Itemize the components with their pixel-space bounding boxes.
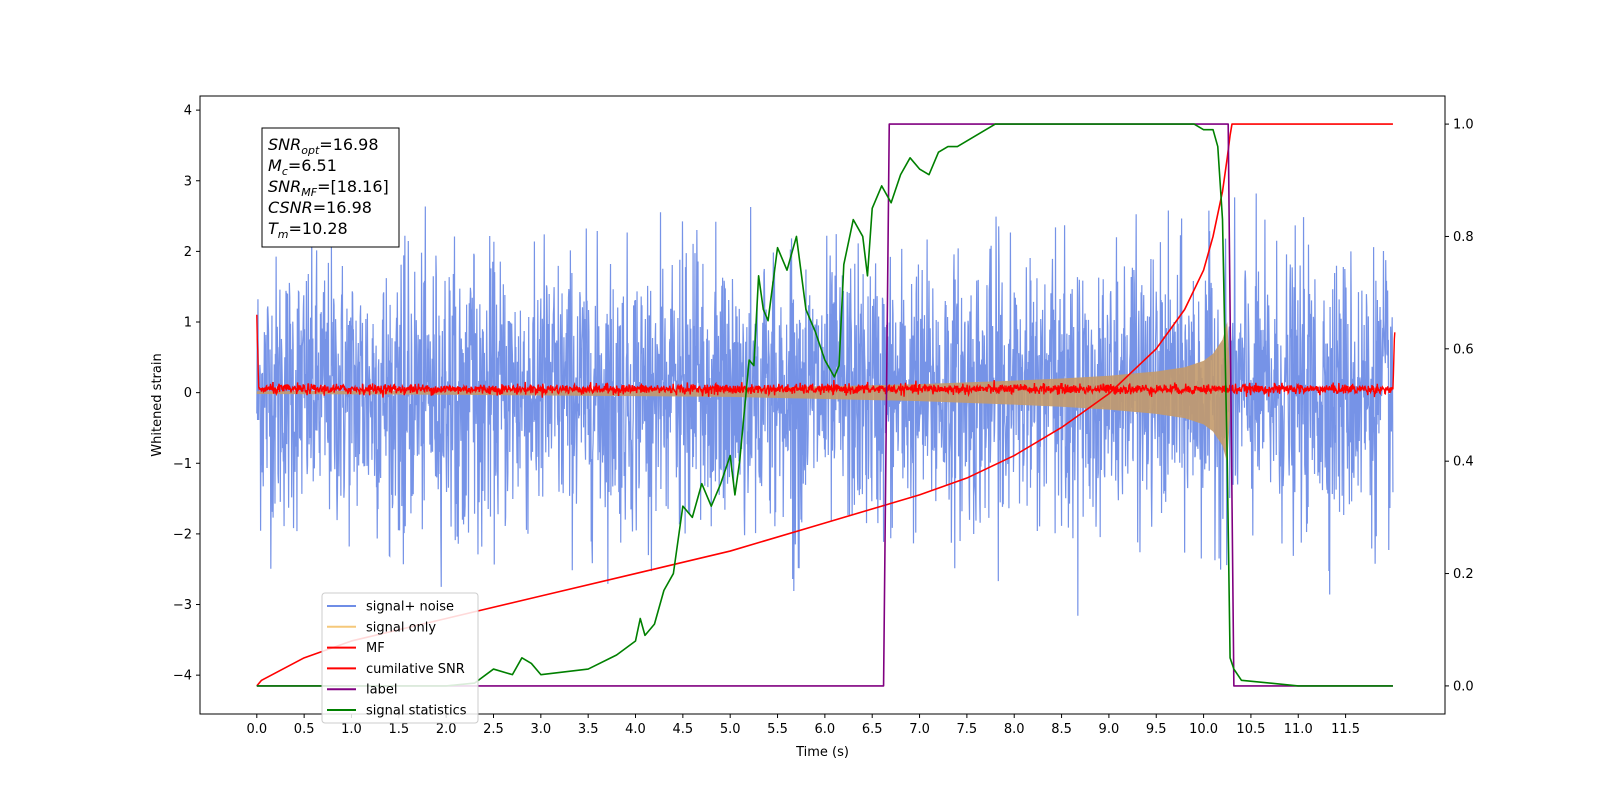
annotation-frame — [261, 127, 400, 248]
legend-label: signal+ noise — [366, 600, 454, 615]
x-tick-label: 8.5 — [1051, 722, 1072, 737]
x-tick-label: 0.5 — [294, 722, 315, 737]
x-tick-label: 11.0 — [1284, 722, 1313, 737]
x-tick-label: 9.5 — [1146, 722, 1167, 737]
series-signal-only — [256, 322, 1231, 464]
y2-tick-label: 0.2 — [1453, 567, 1474, 582]
y-tick-label: 3 — [184, 174, 192, 189]
y-tick-label: 1 — [184, 316, 192, 331]
y-tick-label: −3 — [173, 598, 192, 613]
legend-item-signal-noise: signal+ noise — [327, 600, 454, 615]
x-axis-label: Time (s) — [795, 745, 849, 760]
x-tick-label: 4.0 — [625, 722, 646, 737]
y-axis-left: −4 −3 −2 −1 0 1 2 3 4 — [173, 104, 200, 684]
legend-item-cumilative-snr: cumilative SNR — [327, 662, 465, 677]
series-signal-statistics-line — [256, 123, 1393, 687]
x-tick-label: 6.0 — [815, 722, 836, 737]
x-tick-label: 3.0 — [530, 722, 551, 737]
x-tick-label: 4.5 — [673, 722, 694, 737]
annotation-line: SNRMF=[18.16] — [268, 177, 389, 199]
x-tick-label: 6.5 — [862, 722, 883, 737]
legend-label: MF — [366, 641, 385, 656]
x-tick-label: 10.5 — [1236, 722, 1265, 737]
annotation-line: CSNR=16.98 — [268, 198, 372, 217]
x-tick-label: 7.0 — [909, 722, 930, 737]
plot-frame — [199, 95, 1446, 715]
annotation-line: SNRopt=16.98 — [268, 135, 379, 157]
legend-item-signal-statistics: signal statistics — [327, 704, 467, 719]
y-tick-label: −4 — [173, 669, 192, 684]
y-axis-right: 0.0 0.2 0.4 0.6 0.8 1.0 — [1445, 118, 1474, 694]
y2-tick-label: 0.6 — [1453, 342, 1474, 357]
x-tick-label: 5.5 — [767, 722, 788, 737]
y2-tick-label: 0.0 — [1453, 679, 1474, 694]
series-mf — [256, 314, 1396, 398]
annotation-line: Mc=6.51 — [268, 156, 337, 178]
y2-tick-label: 1.0 — [1453, 118, 1474, 133]
x-tick-label: 2.5 — [483, 722, 504, 737]
legend-label: signal only — [366, 620, 436, 635]
y-tick-label: −2 — [173, 527, 192, 542]
legend-item-mf: MF — [327, 641, 385, 656]
x-tick-label: 9.0 — [1099, 722, 1120, 737]
y-axis-label: Whitened strain — [150, 353, 165, 456]
y2-tick-label: 0.4 — [1453, 455, 1474, 470]
x-tick-label: 2.0 — [436, 722, 457, 737]
x-tick-label: 10.0 — [1189, 722, 1218, 737]
legend-item-label: label — [327, 683, 397, 698]
x-tick-label: 8.0 — [1004, 722, 1025, 737]
legend-frame — [321, 592, 479, 724]
x-tick-label: 11.5 — [1331, 722, 1360, 737]
legend-item-signal-only: signal only — [327, 620, 436, 635]
y-tick-label: 2 — [184, 245, 192, 260]
legend-label: signal statistics — [366, 704, 467, 719]
y2-tick-label: 0.8 — [1453, 230, 1474, 245]
x-tick-label: 1.5 — [388, 722, 409, 737]
annotation-box: SNRopt=16.98Mc=6.51SNRMF=[18.16]CSNR=16.… — [261, 127, 400, 248]
annotation-line: Tm=10.28 — [268, 219, 348, 241]
legend: signal+ noise signal only MF cumilative SNR… — [321, 592, 479, 724]
legend-label: label — [366, 683, 397, 698]
x-tick-label: 5.0 — [720, 722, 741, 737]
legend-label: cumilative SNR — [366, 662, 465, 677]
x-tick-label: 1.0 — [341, 722, 362, 737]
y-tick-label: 4 — [184, 104, 192, 119]
x-tick-label: 0.0 — [246, 722, 267, 737]
x-tick-label: 7.5 — [957, 722, 978, 737]
series-signal-only-envelope — [256, 322, 1231, 464]
y-tick-label: −1 — [173, 457, 192, 472]
x-axis: 0.0 0.5 1.0 1.5 2.0 2.5 3.0 3.5 4.0 4.5 5.0 5.5 6.0 6… — [246, 714, 1360, 737]
y-tick-label: 0 — [184, 386, 192, 401]
x-tick-label: 3.5 — [578, 722, 599, 737]
series-mf-line — [256, 314, 1396, 398]
